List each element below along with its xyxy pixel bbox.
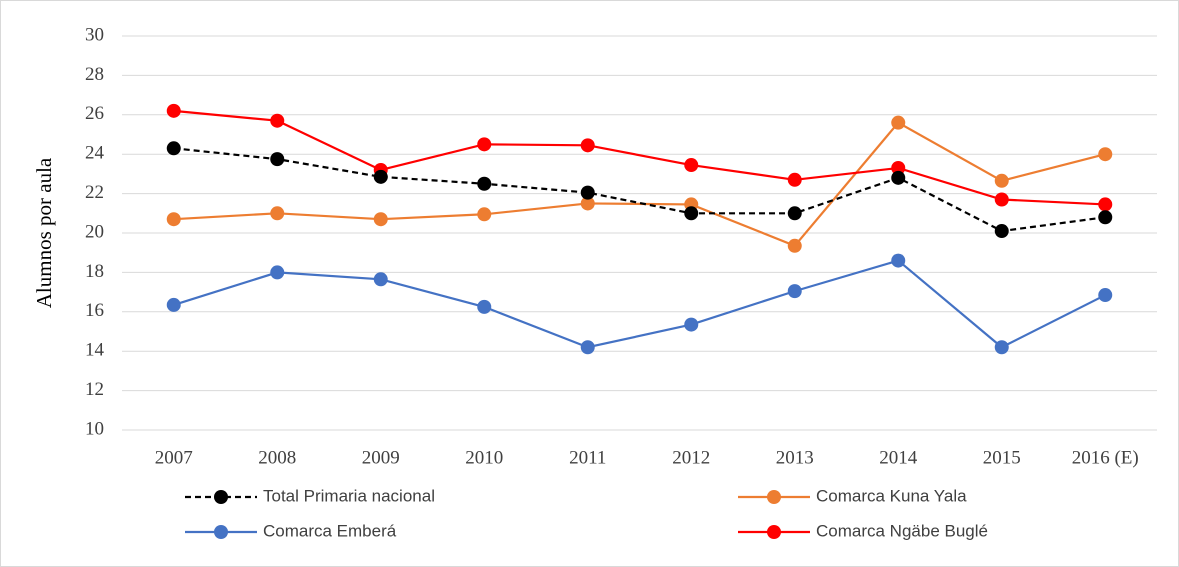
series-line bbox=[173, 259, 1106, 349]
legend-marker bbox=[214, 490, 228, 504]
data-point bbox=[270, 206, 285, 221]
data-point bbox=[787, 238, 802, 253]
y-tick-label: 22 bbox=[85, 182, 104, 203]
y-tick-label: 14 bbox=[85, 340, 105, 361]
y-tick-label: 28 bbox=[85, 64, 104, 85]
y-tick-label: 16 bbox=[85, 300, 104, 321]
x-tick-label: 2009 bbox=[362, 447, 400, 468]
data-point bbox=[166, 297, 181, 312]
legend-marker bbox=[767, 525, 781, 539]
series-line bbox=[173, 109, 1106, 206]
y-tick-label: 20 bbox=[85, 221, 104, 242]
data-point bbox=[994, 224, 1009, 239]
data-point bbox=[891, 170, 906, 185]
x-tick-label: 2012 bbox=[672, 447, 710, 468]
data-point bbox=[477, 299, 492, 314]
data-point bbox=[891, 115, 906, 130]
data-point bbox=[994, 173, 1009, 188]
data-point bbox=[270, 113, 285, 128]
y-axis-label: Alumnos por aula bbox=[32, 157, 56, 308]
data-point bbox=[270, 265, 285, 280]
x-tick-label: 2013 bbox=[776, 447, 814, 468]
data-point bbox=[477, 137, 492, 152]
data-point bbox=[787, 206, 802, 221]
data-point bbox=[684, 158, 699, 173]
y-tick-label: 10 bbox=[85, 418, 104, 439]
data-point bbox=[477, 176, 492, 191]
data-point bbox=[580, 196, 595, 211]
data-point bbox=[1098, 288, 1113, 303]
data-point bbox=[166, 212, 181, 227]
legend-label: Comarca Ngäbe Buglé bbox=[816, 521, 988, 540]
y-tick-label: 24 bbox=[85, 143, 105, 164]
x-tick-label: 2011 bbox=[569, 447, 606, 468]
legend-marker bbox=[767, 490, 781, 504]
data-point bbox=[580, 138, 595, 153]
data-point bbox=[684, 317, 699, 332]
x-tick-label: 2007 bbox=[155, 447, 193, 468]
data-point bbox=[994, 340, 1009, 355]
data-point bbox=[1098, 210, 1113, 225]
data-point bbox=[891, 253, 906, 268]
data-point bbox=[684, 206, 699, 221]
data-point bbox=[373, 212, 388, 227]
y-tick-label: 18 bbox=[85, 261, 104, 282]
data-point bbox=[477, 207, 492, 222]
data-point bbox=[787, 284, 802, 299]
x-tick-label: 2008 bbox=[258, 447, 296, 468]
legend-label: Comarca Kuna Yala bbox=[816, 486, 967, 505]
data-point bbox=[373, 272, 388, 287]
series-line bbox=[173, 121, 1106, 248]
data-point bbox=[373, 169, 388, 184]
data-point bbox=[580, 185, 595, 200]
data-point bbox=[787, 172, 802, 187]
legend-label: Comarca Emberá bbox=[263, 521, 397, 540]
data-point bbox=[994, 192, 1009, 207]
x-tick-label: 2015 bbox=[983, 447, 1021, 468]
x-tick-label: 2016 (E) bbox=[1072, 447, 1139, 468]
legend-label: Total Primaria nacional bbox=[263, 486, 435, 505]
data-point bbox=[1098, 147, 1113, 162]
data-point bbox=[166, 141, 181, 156]
data-point bbox=[580, 340, 595, 355]
x-tick-label: 2010 bbox=[465, 447, 503, 468]
y-tick-label: 26 bbox=[85, 103, 104, 124]
y-tick-label: 12 bbox=[85, 379, 104, 400]
legend-marker bbox=[214, 525, 228, 539]
data-point bbox=[166, 103, 181, 118]
data-point bbox=[1098, 197, 1113, 212]
x-tick-label: 2014 bbox=[879, 447, 918, 468]
data-point bbox=[270, 152, 285, 167]
data-point bbox=[891, 160, 906, 175]
y-tick-label: 30 bbox=[85, 24, 104, 45]
series-line bbox=[173, 147, 1106, 233]
